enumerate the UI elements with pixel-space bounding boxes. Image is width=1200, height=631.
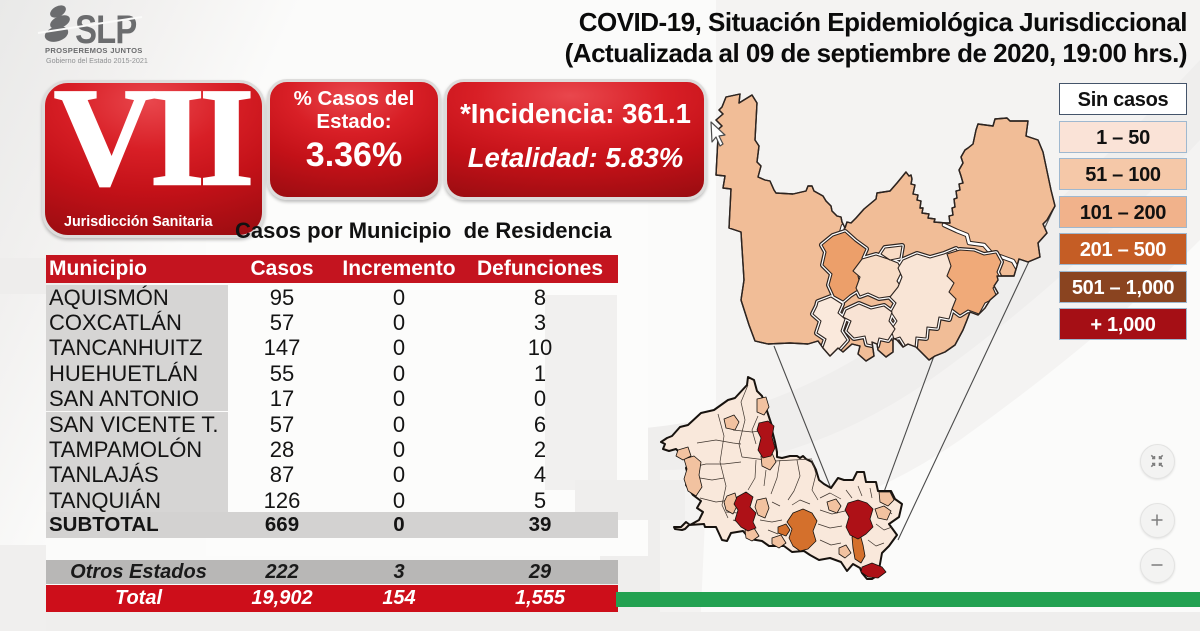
svg-text:Gobierno del Estado 2015-2021: Gobierno del Estado 2015-2021 [46, 56, 148, 65]
svg-text:SLP: SLP [75, 7, 137, 52]
svg-text:PROSPEREMOS JUNTOS: PROSPEREMOS JUNTOS [45, 46, 143, 55]
